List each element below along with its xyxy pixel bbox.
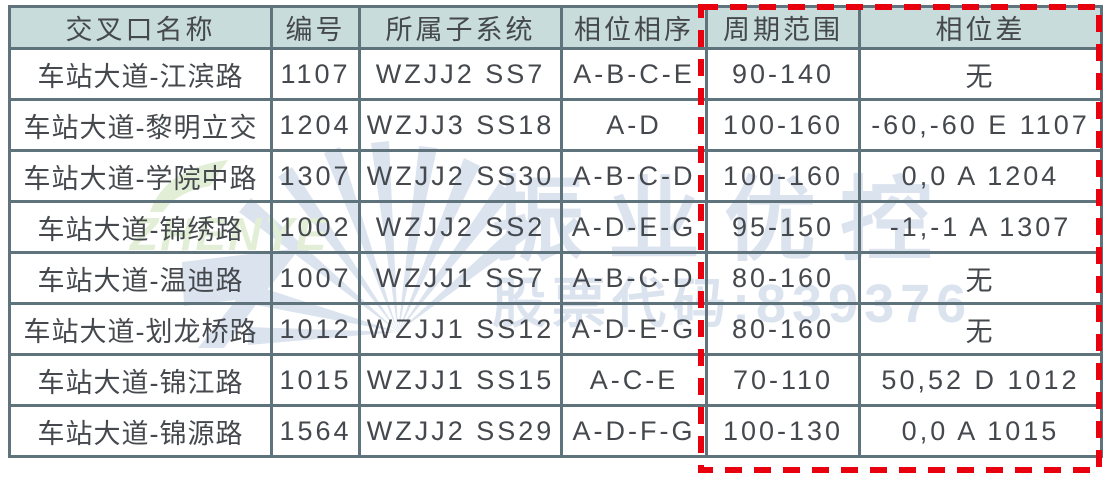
- col-header-id: 编号: [270, 5, 361, 50]
- cell-cycle-range: 80-160: [705, 302, 861, 356]
- cell-offset: 0,0 A 1015: [858, 404, 1103, 458]
- cell-offset: 无: [858, 47, 1103, 101]
- cell-intersection: 车站大道-温迪路: [8, 251, 273, 305]
- table-row: 车站大道-温迪路 1007 WZJJ1 SS7 A-B-C-D 80-160 无: [8, 251, 1103, 305]
- cell-offset: -60,-60 E 1107: [858, 98, 1103, 152]
- cell-intersection: 车站大道-划龙桥路: [8, 302, 273, 356]
- cell-offset: 无: [858, 302, 1103, 356]
- table-row: 车站大道-锦江路 1015 WZJJ1 SS15 A-C-E 70-110 50…: [8, 353, 1103, 407]
- cell-id: 1015: [270, 353, 361, 407]
- cell-subsystem: WZJJ2 SS7: [358, 47, 563, 101]
- cell-offset: 50,52 D 1012: [858, 353, 1103, 407]
- cell-offset: 0,0 A 1204: [858, 149, 1103, 203]
- cell-cycle-range: 95-150: [705, 200, 861, 254]
- cell-phase-sequence: A-B-C-D: [560, 149, 708, 203]
- col-header-subsystem: 所属子系统: [358, 5, 563, 50]
- cell-id: 1007: [270, 251, 361, 305]
- cell-id: 1012: [270, 302, 361, 356]
- cell-intersection: 车站大道-学院中路: [8, 149, 273, 203]
- col-header-cycle-range: 周期范围: [705, 5, 861, 50]
- cell-intersection: 车站大道-锦源路: [8, 404, 273, 458]
- cell-phase-sequence: A-D: [560, 98, 708, 152]
- header-row: 交叉口名称 编号 所属子系统 相位相序 周期范围 相位差: [8, 5, 1103, 50]
- cell-cycle-range: 70-110: [705, 353, 861, 407]
- table-row: 车站大道-锦源路 1564 WZJJ2 SS29 A-D-F-G 100-130…: [8, 404, 1103, 458]
- cell-phase-sequence: A-C-E: [560, 353, 708, 407]
- cell-phase-sequence: A-B-C-D: [560, 251, 708, 305]
- table-row: 车站大道-划龙桥路 1012 WZJJ1 SS12 A-D-E-G 80-160…: [8, 302, 1103, 356]
- cell-id: 1204: [270, 98, 361, 152]
- cell-offset: -1,-1 A 1307: [858, 200, 1103, 254]
- cell-offset: 无: [858, 251, 1103, 305]
- cell-intersection: 车站大道-江滨路: [8, 47, 273, 101]
- cell-subsystem: WZJJ1 SS7: [358, 251, 563, 305]
- cell-subsystem: WZJJ3 SS18: [358, 98, 563, 152]
- cell-id: 1564: [270, 404, 361, 458]
- col-header-intersection: 交叉口名称: [8, 5, 273, 50]
- col-header-offset: 相位差: [858, 5, 1103, 50]
- cell-phase-sequence: A-D-F-G: [560, 404, 708, 458]
- cell-cycle-range: 100-160: [705, 149, 861, 203]
- cell-intersection: 车站大道-黎明立交: [8, 98, 273, 152]
- cell-intersection: 车站大道-锦绣路: [8, 200, 273, 254]
- cell-cycle-range: 90-140: [705, 47, 861, 101]
- cell-id: 1307: [270, 149, 361, 203]
- cell-cycle-range: 100-130: [705, 404, 861, 458]
- cell-cycle-range: 100-160: [705, 98, 861, 152]
- table-row: 车站大道-学院中路 1307 WZJJ2 SS30 A-B-C-D 100-16…: [8, 149, 1103, 203]
- cell-subsystem: WZJJ2 SS29: [358, 404, 563, 458]
- signal-plan-table: 交叉口名称 编号 所属子系统 相位相序 周期范围 相位差 车站大道-江滨路 11…: [8, 5, 1103, 458]
- table-row: 车站大道-黎明立交 1204 WZJJ3 SS18 A-D 100-160 -6…: [8, 98, 1103, 152]
- cell-subsystem: WZJJ1 SS15: [358, 353, 563, 407]
- cell-phase-sequence: A-B-C-E: [560, 47, 708, 101]
- cell-intersection: 车站大道-锦江路: [8, 353, 273, 407]
- table-body: 车站大道-江滨路 1107 WZJJ2 SS7 A-B-C-E 90-140 无…: [8, 47, 1103, 458]
- cell-subsystem: WZJJ2 SS2: [358, 200, 563, 254]
- cell-phase-sequence: A-D-E-G: [560, 302, 708, 356]
- cell-id: 1002: [270, 200, 361, 254]
- cell-phase-sequence: A-D-E-G: [560, 200, 708, 254]
- col-header-phase-sequence: 相位相序: [560, 5, 708, 50]
- table-row: 车站大道-锦绣路 1002 WZJJ2 SS2 A-D-E-G 95-150 -…: [8, 200, 1103, 254]
- cell-subsystem: WZJJ1 SS12: [358, 302, 563, 356]
- cell-id: 1107: [270, 47, 361, 101]
- cell-cycle-range: 80-160: [705, 251, 861, 305]
- table-row: 车站大道-江滨路 1107 WZJJ2 SS7 A-B-C-E 90-140 无: [8, 47, 1103, 101]
- cell-subsystem: WZJJ2 SS30: [358, 149, 563, 203]
